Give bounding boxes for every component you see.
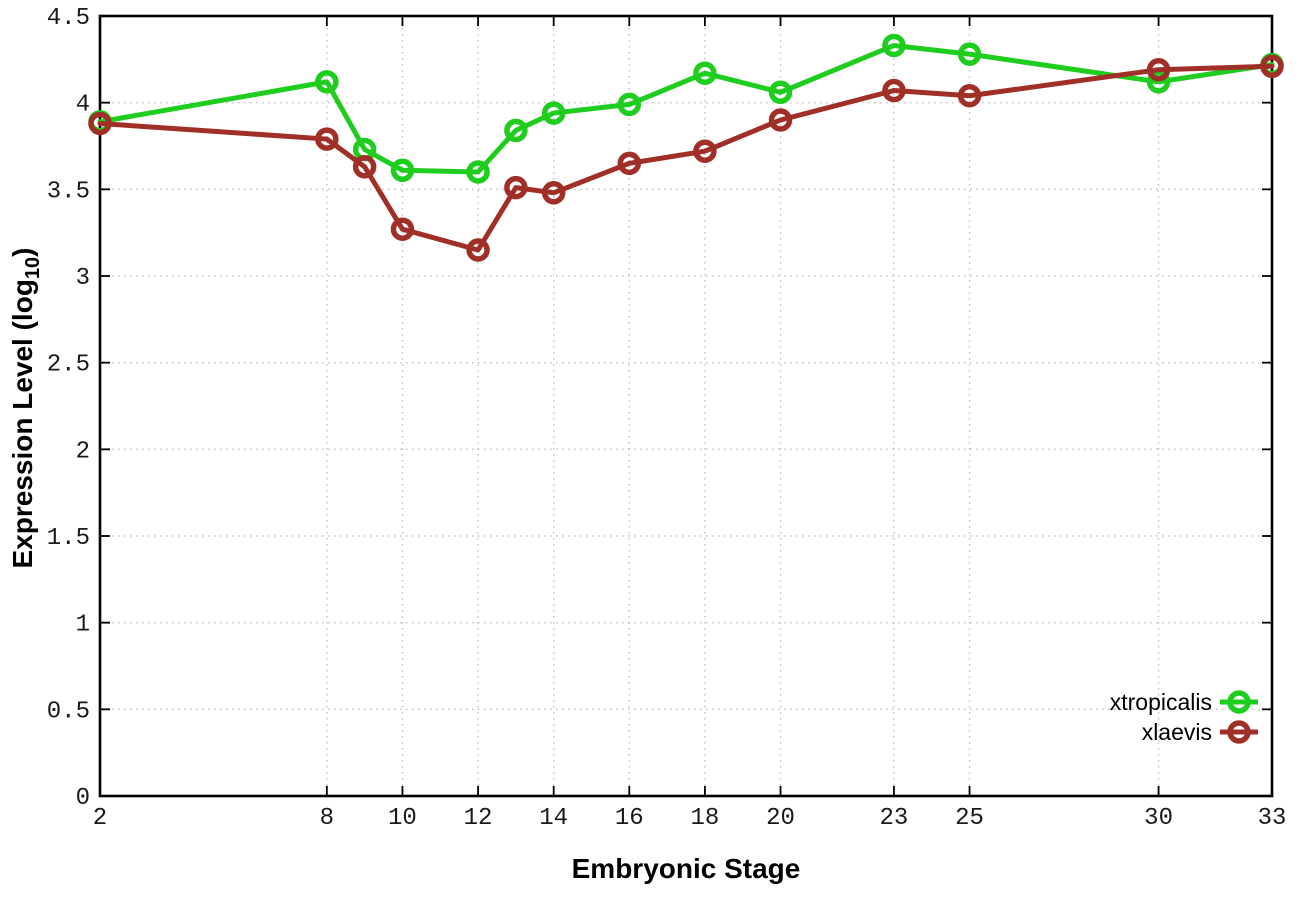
x-tick-label: 33 <box>1258 805 1287 832</box>
x-tick-labels: 2 8 10 12 14 16 18 20 23 25 30 33 <box>93 805 1287 832</box>
data-point-xtropicalis <box>541 101 566 125</box>
data-point-xlaevis <box>768 108 793 132</box>
y-tick-label: 4.5 <box>47 5 90 32</box>
data-point-xtropicalis <box>617 92 642 117</box>
data-point-xlaevis <box>1260 54 1284 79</box>
data-point-xlaevis <box>390 217 415 241</box>
y-tick-label: 2 <box>76 438 90 465</box>
y-tick-label: 1 <box>76 612 90 639</box>
data-point-xtropicalis <box>466 160 490 184</box>
x-axis-title: Embryonic Stage <box>572 853 801 884</box>
data-point-xlaevis <box>882 78 906 103</box>
data-point-xtropicalis <box>390 158 415 183</box>
y-axis-title: Expression Level (log10) <box>7 248 44 569</box>
y-tick-label: 3.5 <box>47 178 90 205</box>
data-point-xlaevis <box>466 238 490 262</box>
y-tick-label: 3 <box>76 265 90 292</box>
data-point-xlaevis <box>352 155 377 179</box>
x-tick-label: 18 <box>690 805 719 832</box>
data-point-xlaevis <box>1146 57 1171 82</box>
legend-label-xtropicalis: xtropicalis <box>1110 689 1212 715</box>
x-tick-label: 14 <box>539 805 568 832</box>
data-point-xtropicalis <box>768 80 793 105</box>
gridlines <box>100 16 1272 796</box>
x-tick-label: 25 <box>955 805 984 832</box>
data-point-xlaevis <box>315 127 339 151</box>
y-tick-label: 4 <box>76 92 90 119</box>
y-tick-labels: 0 0.5 1 1.5 2 2.5 3 3.5 4 4.5 <box>47 5 90 812</box>
x-tick-label: 2 <box>93 805 107 832</box>
y-tick-label: 1.5 <box>47 525 90 552</box>
x-tick-label: 10 <box>388 805 417 832</box>
x-tick-label: 20 <box>766 805 795 832</box>
series-plots <box>88 33 1284 262</box>
data-point-xlaevis <box>88 111 112 136</box>
legend-item-xlaevis: xlaevis <box>1142 719 1258 745</box>
data-point-xtropicalis <box>693 61 717 85</box>
series-xlaevis <box>88 54 1284 262</box>
data-point-xtropicalis <box>1146 70 1171 94</box>
legend-label-xlaevis: xlaevis <box>1142 719 1212 745</box>
y-tick-label: 2.5 <box>47 352 90 379</box>
data-point-xlaevis <box>541 181 566 205</box>
data-point-xtropicalis <box>882 33 906 58</box>
data-point-xlaevis <box>957 83 982 108</box>
y-tick-label: 0.5 <box>47 698 90 725</box>
legend-item-xtropicalis: xtropicalis <box>1110 689 1258 715</box>
x-tick-label: 30 <box>1144 805 1173 832</box>
data-point-xlaevis <box>617 151 642 176</box>
x-tick-label: 8 <box>320 805 334 832</box>
data-point-xtropicalis <box>315 70 339 94</box>
axis-ticks <box>99 15 1273 797</box>
data-point-xtropicalis <box>957 42 982 66</box>
series-xtropicalis <box>88 33 1284 184</box>
data-point-xlaevis <box>693 139 717 163</box>
legend: xtropicalis xlaevis <box>1110 689 1258 745</box>
data-point-xlaevis <box>504 175 528 200</box>
y-tick-label: 0 <box>76 785 90 812</box>
legend-marker-xtropicalis <box>1227 690 1251 714</box>
x-tick-label: 23 <box>880 805 909 832</box>
series-line-xlaevis <box>97 63 1275 253</box>
plot-border <box>98 14 1274 798</box>
legend-marker-xlaevis <box>1227 720 1251 744</box>
x-tick-label: 16 <box>615 805 644 832</box>
plot-frame <box>98 14 1274 798</box>
data-point-xtropicalis <box>504 118 528 143</box>
x-tick-label: 12 <box>464 805 493 832</box>
